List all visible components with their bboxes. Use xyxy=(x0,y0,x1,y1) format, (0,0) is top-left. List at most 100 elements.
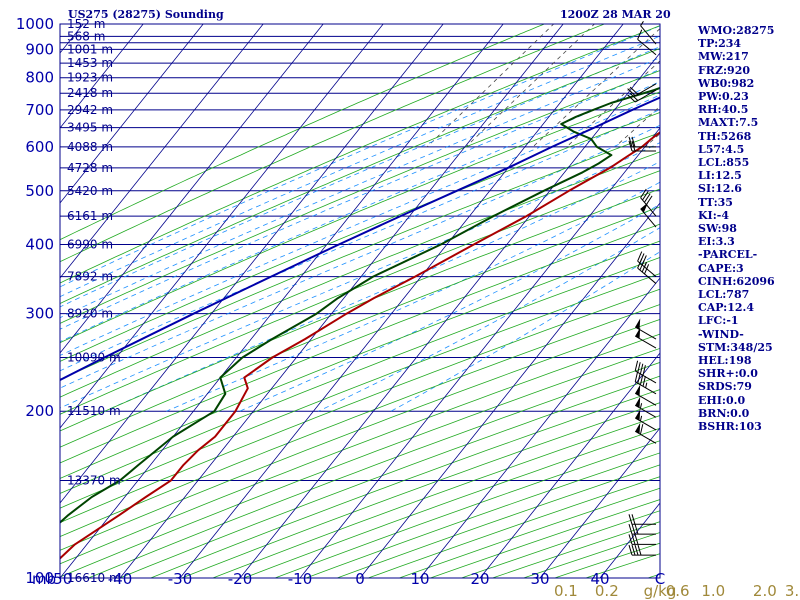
isotherm xyxy=(179,24,624,578)
wind-barb-flag xyxy=(631,140,636,152)
wind-barb xyxy=(634,371,657,395)
parameter-item: -WIND- xyxy=(698,327,744,341)
height-label: 2942 m xyxy=(67,103,113,117)
wind-barb-flag xyxy=(629,86,639,95)
parameter-item: STM:348/25 xyxy=(698,340,773,354)
height-label: 4088 m xyxy=(67,140,113,154)
isotherm-lines xyxy=(0,12,660,590)
wind-barb xyxy=(637,251,657,277)
temperature-tick-label: 30 xyxy=(530,570,549,588)
wind-barb-staff xyxy=(640,197,657,217)
isotherm xyxy=(60,24,504,578)
height-label: 16610 m xyxy=(67,571,121,585)
wind-barb-flag xyxy=(639,363,644,375)
isotherm xyxy=(60,24,264,279)
mixing-ratio-label: 1.0 xyxy=(701,582,725,600)
wind-barb-half-flag xyxy=(640,21,644,26)
parameter-item: SI:12.6 xyxy=(698,182,742,196)
parameter-item: WMO:28275 xyxy=(698,24,775,37)
dry-adiabat xyxy=(60,91,660,344)
parcel-profile xyxy=(60,96,660,382)
isotherm xyxy=(419,277,660,578)
wind-barb xyxy=(628,523,656,535)
wind-barb-pennant xyxy=(635,327,641,339)
moist-adiabat xyxy=(318,227,660,412)
dry-adiabat xyxy=(60,288,660,523)
parameter-item: LI:12.5 xyxy=(698,169,742,183)
wind-barb xyxy=(634,318,657,340)
wind-barb-flag xyxy=(628,534,633,545)
parameter-item: BRN:0.0 xyxy=(698,406,750,420)
moist-adiabat xyxy=(60,124,660,389)
parameter-item: MW:217 xyxy=(698,50,749,64)
wind-barb-flag xyxy=(637,373,641,384)
wind-barb-flag xyxy=(639,253,645,264)
wind-barb-flag xyxy=(637,362,641,373)
wind-barb-flag xyxy=(628,140,633,152)
mixing-ratio-label: 2.0 xyxy=(753,582,777,600)
pressure-tick-label: 100 xyxy=(25,569,54,587)
wind-barb xyxy=(628,544,656,556)
moist-adiabat xyxy=(60,94,660,356)
mixing-ratio-axis: 0.10.20.61.02.03.05.010.020.040.0g/kg xyxy=(554,582,800,600)
pressure-tick-label: 700 xyxy=(25,101,54,119)
isotherm xyxy=(0,12,33,590)
parameter-item: TT:35 xyxy=(698,195,733,209)
parameter-item: SW:98 xyxy=(698,222,737,236)
parameter-item: CAP:12.4 xyxy=(698,301,755,315)
pressure-tick-label: 200 xyxy=(25,402,54,420)
parameter-item: BSHR:103 xyxy=(698,420,762,434)
temperature-tick-label: 10 xyxy=(410,570,429,588)
wind-barb-pennant xyxy=(635,396,641,408)
dry-adiabat xyxy=(60,333,660,565)
wind-barb xyxy=(628,140,656,152)
dry-adiabat xyxy=(60,132,660,380)
parameter-item: SRDS:79 xyxy=(698,380,752,394)
wind-barb-flag xyxy=(634,523,639,535)
mixing-ratio-line xyxy=(532,28,660,148)
pressure-unit-label: mb xyxy=(32,570,56,588)
moist-adiabat xyxy=(104,161,660,412)
moist-adiabat xyxy=(60,57,660,319)
parameter-item: TP:234 xyxy=(698,37,742,51)
plot-frame xyxy=(59,23,661,579)
parameter-item: LCL:855 xyxy=(698,156,750,170)
parameter-item: EHI:0.0 xyxy=(698,393,746,407)
height-label: 3495 m xyxy=(67,121,113,135)
height-label: 13370 m xyxy=(67,473,121,487)
height-label: 1001 m xyxy=(67,42,113,56)
moist-adiabat xyxy=(390,251,660,412)
wind-barb xyxy=(628,514,656,525)
mixing-ratio-line xyxy=(426,24,555,148)
temperature-profile xyxy=(60,131,660,560)
wind-barb-flag xyxy=(642,365,646,376)
wind-barb-half-flag xyxy=(639,403,643,409)
isotherm xyxy=(119,24,564,578)
height-label: 1453 m xyxy=(67,56,113,70)
height-label: 4728 m xyxy=(67,161,113,175)
pressure-tick-label: 900 xyxy=(25,40,54,58)
height-label: 152 m xyxy=(67,17,105,31)
temperature-axis: -50 -40 -30 -20 -10 0 10 20 30 40 C xyxy=(48,570,665,588)
height-label: 6161 m xyxy=(67,209,113,223)
pressure-tick-label: 300 xyxy=(25,305,54,323)
moist-adiabat xyxy=(60,81,660,343)
wind-barb-flag xyxy=(644,193,651,203)
isotherm xyxy=(60,24,204,204)
wind-barb xyxy=(640,188,657,217)
temperature-tick-label: 40 xyxy=(590,570,609,588)
wind-barb-staff xyxy=(634,83,657,97)
dry-adiabat xyxy=(60,48,660,304)
parameter-item: MAXT:7.5 xyxy=(698,116,759,130)
wind-barb-flag xyxy=(631,534,636,545)
wind-barb xyxy=(627,89,657,103)
height-label: 2418 m xyxy=(67,86,113,100)
dry-adiabat xyxy=(60,112,660,362)
wind-barbs xyxy=(627,21,657,556)
parameter-item: WB0:982 xyxy=(698,76,755,90)
parameter-list: WMO:28275 TP:234 MW:217 FRZ:920 WB0:982 PW:0.… xyxy=(698,24,798,433)
mixing-ratio-label: 3.0 xyxy=(785,582,800,600)
parameter-item: RH:40.5 xyxy=(698,103,749,117)
temperature-tick-label: -10 xyxy=(288,570,313,588)
height-label: 8920 m xyxy=(67,307,113,321)
